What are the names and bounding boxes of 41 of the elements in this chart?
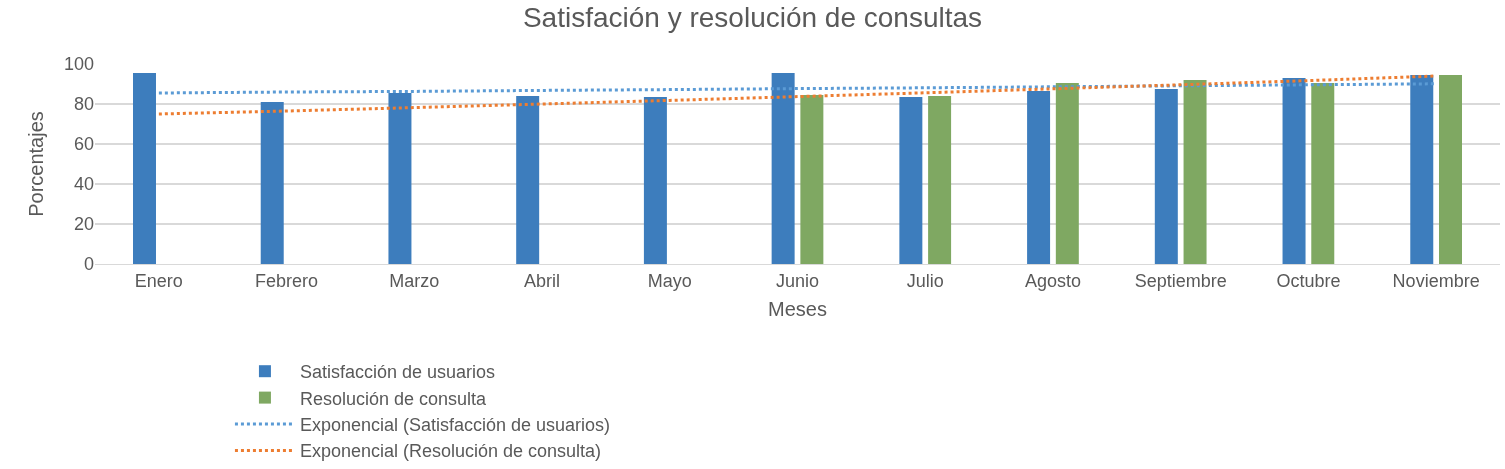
bar bbox=[260, 102, 284, 264]
bar bbox=[1410, 75, 1434, 264]
x-tick-label: Marzo bbox=[389, 270, 440, 291]
x-tick-label: Junio bbox=[775, 270, 820, 291]
y-tick-label: 20 bbox=[73, 214, 94, 235]
bar bbox=[516, 96, 540, 264]
y-tick-label: 80 bbox=[73, 94, 94, 115]
x-tick-label: Octubre bbox=[1276, 270, 1341, 291]
x-tick-label: Julio bbox=[906, 270, 944, 291]
x-tick-label: Septiembre bbox=[1134, 270, 1227, 291]
x-tick-label: Agosto bbox=[1024, 270, 1081, 291]
x-tick-label: Noviembre bbox=[1392, 270, 1480, 291]
bar bbox=[1439, 75, 1462, 264]
y-tick-label: 40 bbox=[73, 174, 94, 195]
legend-label: Exponencial (Satisfacción de usuarios) bbox=[299, 415, 611, 436]
bar bbox=[800, 95, 824, 264]
x-tick-label: Abril bbox=[524, 270, 561, 291]
bar bbox=[1027, 91, 1051, 264]
bar bbox=[928, 96, 952, 264]
bar bbox=[771, 73, 795, 264]
bar bbox=[1154, 89, 1178, 264]
chart-title: Satisfación y resolución de consultas bbox=[522, 1, 983, 33]
bar bbox=[388, 93, 412, 264]
bar bbox=[133, 73, 156, 264]
y-tick-label: 0 bbox=[83, 254, 94, 275]
x-tick-label: Mayo bbox=[647, 270, 692, 291]
x-tick-label: Febrero bbox=[255, 270, 319, 291]
y-tick-label: 100 bbox=[63, 54, 94, 75]
bar bbox=[643, 97, 667, 264]
x-axis-title: Meses bbox=[768, 298, 827, 321]
bar bbox=[1282, 78, 1306, 264]
bar bbox=[899, 97, 923, 264]
x-tick-label: Enero bbox=[134, 270, 183, 291]
bar bbox=[1183, 80, 1207, 264]
legend-label: Exponencial (Resolución de consulta) bbox=[299, 441, 602, 462]
y-axis-title: Porcentajes bbox=[25, 111, 48, 217]
bar bbox=[1055, 83, 1079, 264]
legend-label: Satisfacción de usuarios bbox=[299, 362, 496, 383]
y-tick-label: 60 bbox=[73, 134, 94, 155]
bar bbox=[1311, 83, 1335, 264]
legend-label: Resolución de consulta bbox=[299, 388, 488, 409]
